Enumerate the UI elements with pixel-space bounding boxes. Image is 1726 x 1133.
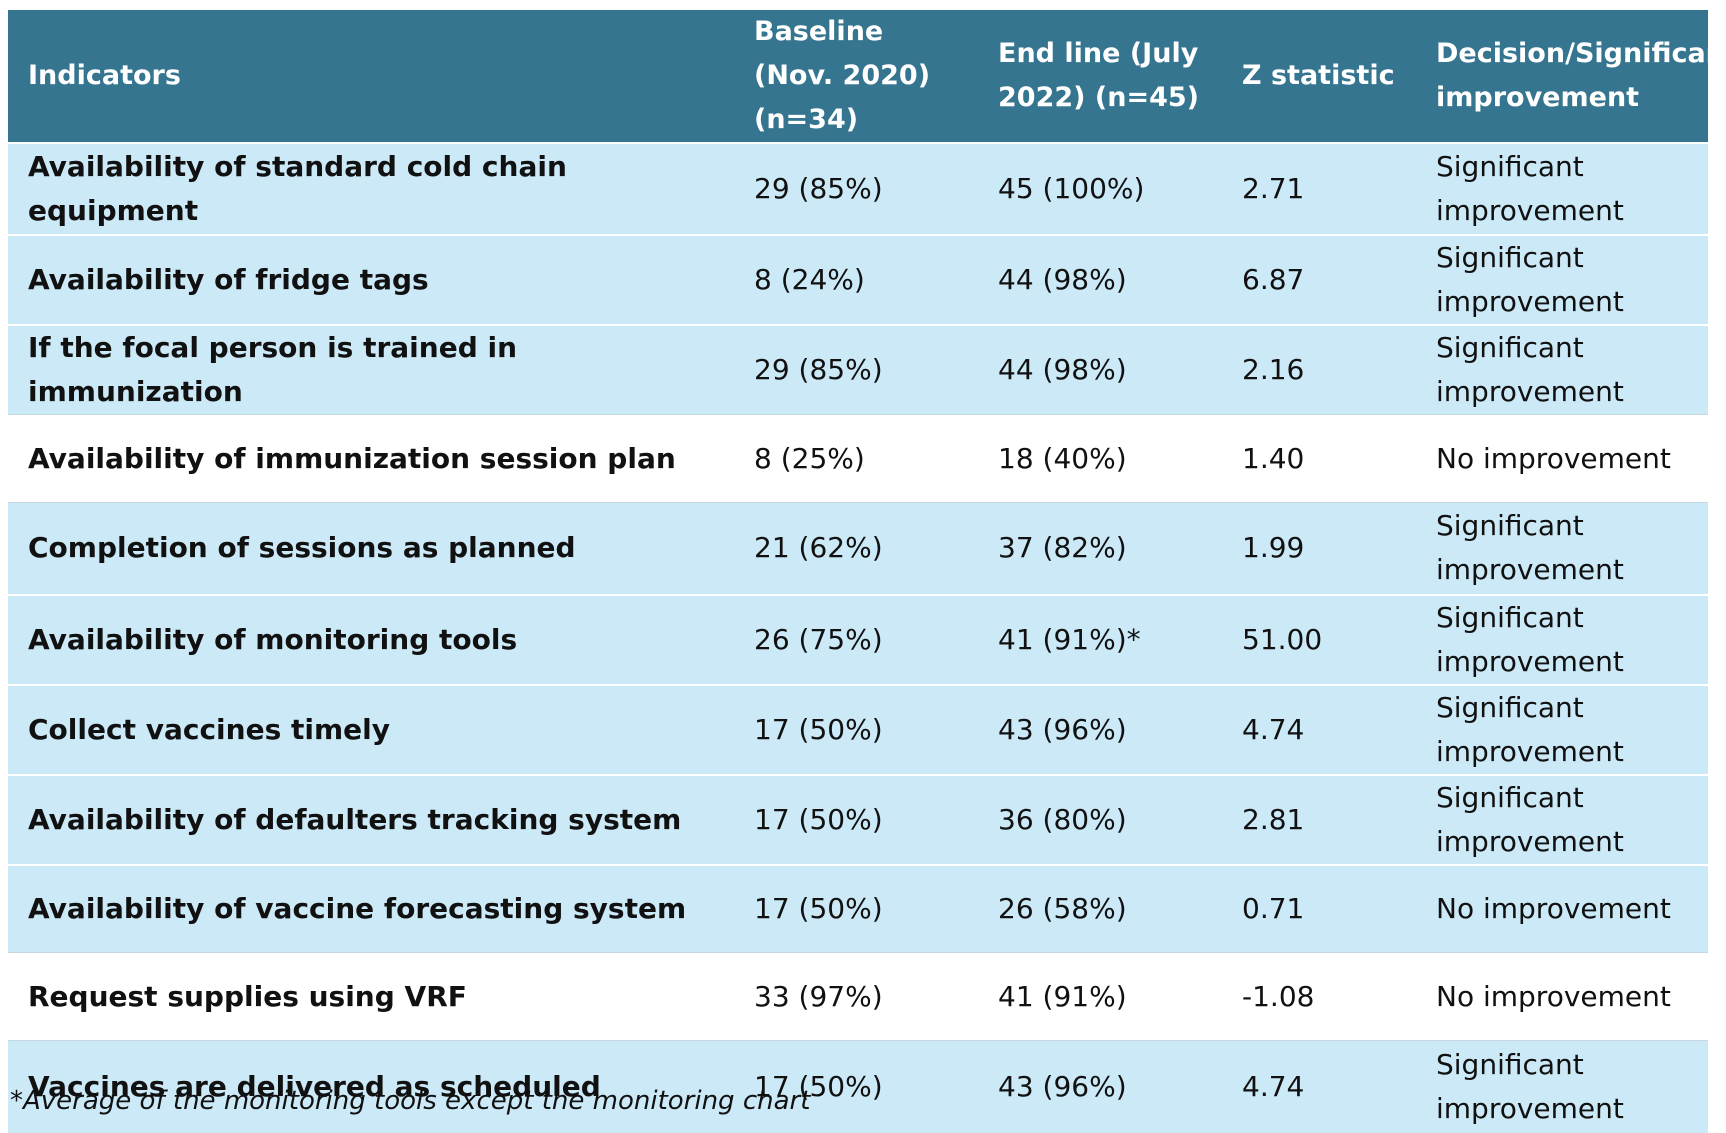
endline-cell: 26 (58%) — [978, 863, 1222, 953]
table-row: Availability of fridge tags 8 (24%) 44 (… — [8, 234, 1708, 325]
z-statistic-cell: 6.87 — [1222, 234, 1416, 325]
decision-cell: Significant improvement — [1416, 593, 1708, 685]
z-statistic-cell: 51.00 — [1222, 593, 1416, 685]
indicator-cell: Availability of standard cold chain equi… — [8, 142, 734, 235]
endline-cell: 44 (98%) — [978, 324, 1222, 415]
indicator-cell: Availability of fridge tags — [8, 234, 734, 325]
baseline-cell: 8 (24%) — [734, 234, 978, 325]
indicator-cell: Availability of monitoring tools — [8, 593, 734, 685]
header-row: Indicators Baseline (Nov. 2020) (n=34) E… — [8, 10, 1726, 143]
header-endline: End line (July 2022) (n=45) — [978, 10, 1222, 143]
header-decision: Decision/Significant improvement — [1416, 10, 1726, 143]
header-indicators: Indicators — [8, 10, 734, 143]
baseline-cell: 29 (85%) — [734, 324, 978, 415]
decision-cell: No improvement — [1416, 414, 1708, 503]
table-body: Availability of standard cold chain equi… — [8, 142, 1708, 1133]
endline-cell: 18 (40%) — [978, 414, 1222, 503]
baseline-cell: 33 (97%) — [734, 952, 978, 1041]
endline-cell: 36 (80%) — [978, 773, 1222, 865]
endline-cell: 45 (100%) — [978, 142, 1222, 235]
endline-cell: 43 (96%) — [978, 683, 1222, 775]
table-row: Completion of sessions as planned 21 (62… — [8, 502, 1708, 595]
indicators-table: Indicators Baseline (Nov. 2020) (n=34) E… — [8, 10, 1726, 1133]
table-row: Availability of standard cold chain equi… — [8, 142, 1708, 235]
z-statistic-cell: 4.74 — [1222, 683, 1416, 775]
decision-cell: Significant improvement — [1416, 1040, 1708, 1133]
decision-cell: Significant improvement — [1416, 683, 1708, 775]
table-row: If the focal person is trained in immuni… — [8, 324, 1708, 415]
endline-cell: 37 (82%) — [978, 502, 1222, 595]
decision-cell: Significant improvement — [1416, 234, 1708, 325]
baseline-cell: 29 (85%) — [734, 142, 978, 235]
z-statistic-cell: 4.74 — [1222, 1040, 1416, 1133]
z-statistic-cell: 1.40 — [1222, 414, 1416, 503]
indicator-cell: Collect vaccines timely — [8, 683, 734, 775]
baseline-cell: 17 (50%) — [734, 683, 978, 775]
indicator-cell: Request supplies using VRF — [8, 952, 734, 1041]
indicator-cell: Availability of immunization session pla… — [8, 414, 734, 503]
header-baseline: Baseline (Nov. 2020) (n=34) — [734, 10, 978, 143]
decision-cell: No improvement — [1416, 863, 1708, 953]
table-row: Collect vaccines timely 17 (50%) 43 (96%… — [8, 683, 1708, 775]
indicator-cell: Vaccines are delivered as scheduled — [8, 1040, 734, 1133]
indicator-cell: Availability of vaccine forecasting syst… — [8, 863, 734, 953]
table-row: Availability of vaccine forecasting syst… — [8, 863, 1708, 953]
decision-cell: Significant improvement — [1416, 324, 1708, 415]
baseline-cell: 8 (25%) — [734, 414, 978, 503]
header-z-statistic: Z statistic — [1222, 10, 1416, 143]
baseline-cell: 17 (50%) — [734, 863, 978, 953]
z-statistic-cell: 1.99 — [1222, 502, 1416, 595]
decision-cell: Significant improvement — [1416, 502, 1708, 595]
decision-cell: No improvement — [1416, 952, 1708, 1041]
endline-cell: 43 (96%) — [978, 1040, 1222, 1133]
z-statistic-cell: 2.16 — [1222, 324, 1416, 415]
decision-cell: Significant improvement — [1416, 773, 1708, 865]
table-row: Request supplies using VRF 33 (97%) 41 (… — [8, 952, 1708, 1041]
baseline-cell: 26 (75%) — [734, 593, 978, 685]
table-footnote: *Average of the monitoring tools except … — [10, 1086, 811, 1116]
baseline-cell: 17 (50%) — [734, 1040, 978, 1133]
table-row: Availability of monitoring tools 26 (75%… — [8, 593, 1708, 685]
table-header: Indicators Baseline (Nov. 2020) (n=34) E… — [8, 10, 1726, 143]
endline-cell: 41 (91%)* — [978, 593, 1222, 685]
endline-cell: 44 (98%) — [978, 234, 1222, 325]
table-row: Vaccines are delivered as scheduled 17 (… — [8, 1040, 1708, 1133]
indicator-cell: Availability of defaulters tracking syst… — [8, 773, 734, 865]
table-row: Availability of defaulters tracking syst… — [8, 773, 1708, 865]
indicator-cell: Completion of sessions as planned — [8, 502, 734, 595]
z-statistic-cell: 2.71 — [1222, 142, 1416, 235]
table-row: Availability of immunization session pla… — [8, 414, 1708, 503]
z-statistic-cell: 0.71 — [1222, 863, 1416, 953]
z-statistic-cell: 2.81 — [1222, 773, 1416, 865]
decision-cell: Significant improvement — [1416, 142, 1708, 235]
indicator-cell: If the focal person is trained in immuni… — [8, 324, 734, 415]
endline-cell: 41 (91%) — [978, 952, 1222, 1041]
baseline-cell: 17 (50%) — [734, 773, 978, 865]
z-statistic-cell: -1.08 — [1222, 952, 1416, 1041]
baseline-cell: 21 (62%) — [734, 502, 978, 595]
